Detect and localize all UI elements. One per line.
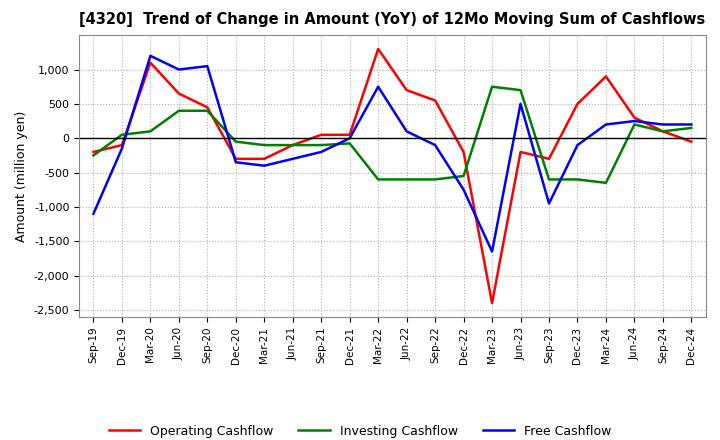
Investing Cashflow <box>545 177 554 182</box>
Free Cashflow <box>602 122 611 127</box>
Investing Cashflow <box>317 143 325 148</box>
Free Cashflow <box>402 129 411 134</box>
Operating Cashflow <box>117 143 126 148</box>
Free Cashflow <box>346 136 354 141</box>
Investing Cashflow <box>459 173 468 179</box>
Investing Cashflow <box>89 153 98 158</box>
Investing Cashflow <box>630 122 639 127</box>
Free Cashflow <box>203 63 212 69</box>
Investing Cashflow <box>573 177 582 182</box>
Operating Cashflow <box>346 132 354 137</box>
Investing Cashflow <box>659 129 667 134</box>
Operating Cashflow <box>146 60 155 65</box>
Operating Cashflow <box>459 149 468 154</box>
Operating Cashflow <box>659 129 667 134</box>
Operating Cashflow <box>687 139 696 144</box>
Line: Operating Cashflow: Operating Cashflow <box>94 49 691 303</box>
Operating Cashflow <box>573 101 582 106</box>
Investing Cashflow <box>374 177 382 182</box>
Free Cashflow <box>659 122 667 127</box>
Investing Cashflow <box>516 88 525 93</box>
Operating Cashflow <box>89 149 98 154</box>
Operating Cashflow <box>602 74 611 79</box>
Investing Cashflow <box>289 143 297 148</box>
Free Cashflow <box>687 122 696 127</box>
Operating Cashflow <box>630 115 639 120</box>
Operating Cashflow <box>516 149 525 154</box>
Free Cashflow <box>630 118 639 124</box>
Operating Cashflow <box>545 156 554 161</box>
Investing Cashflow <box>117 132 126 137</box>
Line: Investing Cashflow: Investing Cashflow <box>94 87 691 183</box>
Title: [4320]  Trend of Change in Amount (YoY) of 12Mo Moving Sum of Cashflows: [4320] Trend of Change in Amount (YoY) o… <box>79 12 706 27</box>
Free Cashflow <box>459 187 468 192</box>
Investing Cashflow <box>260 143 269 148</box>
Free Cashflow <box>516 101 525 106</box>
Investing Cashflow <box>346 141 354 146</box>
Operating Cashflow <box>174 91 183 96</box>
Free Cashflow <box>431 143 439 148</box>
Investing Cashflow <box>487 84 496 89</box>
Free Cashflow <box>146 53 155 59</box>
Operating Cashflow <box>289 143 297 148</box>
Operating Cashflow <box>487 301 496 306</box>
Operating Cashflow <box>431 98 439 103</box>
Free Cashflow <box>317 149 325 154</box>
Free Cashflow <box>545 201 554 206</box>
Free Cashflow <box>174 67 183 72</box>
Investing Cashflow <box>232 139 240 144</box>
Line: Free Cashflow: Free Cashflow <box>94 56 691 252</box>
Operating Cashflow <box>203 105 212 110</box>
Free Cashflow <box>232 160 240 165</box>
Free Cashflow <box>89 211 98 216</box>
Free Cashflow <box>573 143 582 148</box>
Free Cashflow <box>374 84 382 89</box>
Free Cashflow <box>260 163 269 169</box>
Free Cashflow <box>117 146 126 151</box>
Operating Cashflow <box>402 88 411 93</box>
Investing Cashflow <box>402 177 411 182</box>
Operating Cashflow <box>260 156 269 161</box>
Free Cashflow <box>487 249 496 254</box>
Operating Cashflow <box>232 156 240 161</box>
Legend: Operating Cashflow, Investing Cashflow, Free Cashflow: Operating Cashflow, Investing Cashflow, … <box>104 420 616 440</box>
Investing Cashflow <box>174 108 183 114</box>
Y-axis label: Amount (million yen): Amount (million yen) <box>15 110 28 242</box>
Investing Cashflow <box>687 125 696 131</box>
Operating Cashflow <box>374 46 382 51</box>
Investing Cashflow <box>146 129 155 134</box>
Operating Cashflow <box>317 132 325 137</box>
Investing Cashflow <box>431 177 439 182</box>
Investing Cashflow <box>203 108 212 114</box>
Free Cashflow <box>289 156 297 161</box>
Investing Cashflow <box>602 180 611 186</box>
